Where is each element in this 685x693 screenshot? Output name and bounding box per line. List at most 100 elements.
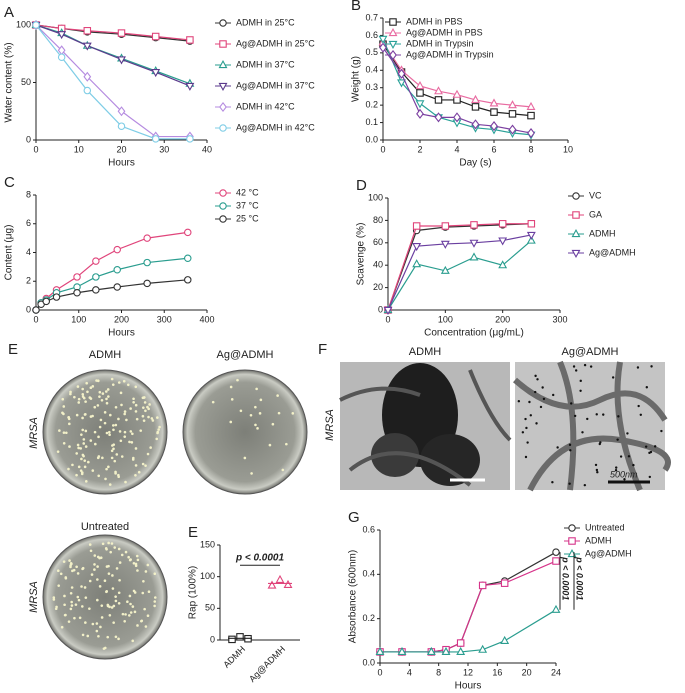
colony	[105, 590, 108, 594]
legend-marker	[219, 189, 227, 197]
colony	[73, 395, 76, 399]
colony	[129, 602, 132, 606]
nanoparticle	[644, 445, 648, 448]
colony	[140, 619, 144, 623]
y-tick-label: 0.3	[365, 82, 378, 92]
colony	[132, 561, 136, 565]
colony	[142, 419, 146, 422]
y-axis-label: Rap (100%)	[188, 566, 199, 619]
legend-label: ADMH in Trypsin	[406, 38, 474, 48]
marker	[478, 644, 488, 653]
x-tick-label: 8	[528, 144, 533, 154]
y-tick-label: 150	[200, 539, 215, 549]
colony	[77, 598, 81, 602]
marker	[416, 89, 424, 97]
y-tick-label: 0	[26, 134, 31, 144]
y-tick-label: 100	[200, 571, 215, 581]
colony	[62, 441, 66, 445]
legend-label: VC	[589, 190, 602, 200]
legend-marker	[572, 192, 580, 200]
colony	[89, 549, 93, 553]
colony	[141, 462, 145, 466]
annotation: p < 0.0001	[561, 556, 571, 600]
colony	[123, 435, 127, 438]
colony	[123, 619, 126, 623]
colony	[83, 459, 87, 462]
colony	[134, 464, 138, 467]
x-tick-label: 12	[463, 667, 473, 677]
marker	[489, 98, 499, 107]
y-tick-label: 100	[368, 192, 383, 202]
colony	[109, 413, 112, 417]
colony	[110, 542, 114, 545]
legend-marker	[218, 60, 228, 69]
colony	[135, 417, 139, 421]
colony	[113, 546, 117, 549]
legend-marker	[219, 40, 227, 48]
colony	[82, 442, 86, 445]
colony	[255, 387, 258, 391]
y-axis-label: Water content (%)	[4, 42, 15, 122]
colony	[77, 465, 81, 469]
colony	[101, 542, 105, 546]
nanoparticle	[528, 400, 531, 404]
marker	[228, 635, 236, 644]
nanoparticle	[637, 404, 640, 408]
colony	[86, 390, 89, 394]
panel-letter: C	[4, 174, 15, 191]
colony	[84, 400, 87, 403]
x-tick-label: 30	[159, 144, 169, 154]
colony	[137, 470, 141, 474]
colony	[67, 467, 70, 471]
nanoparticle	[541, 386, 544, 389]
x-tick-label: 0	[380, 144, 385, 154]
colony	[153, 600, 157, 603]
colony	[71, 569, 74, 573]
colony	[101, 392, 105, 395]
colony	[62, 405, 66, 408]
colony	[114, 472, 117, 475]
nanoparticle	[636, 366, 640, 369]
series-line	[35, 24, 191, 87]
colony	[103, 421, 107, 425]
x-axis-label: Concentration (μg/mL)	[424, 328, 524, 339]
colony	[80, 433, 83, 436]
nanoparticle	[534, 374, 537, 378]
panel-letter: E	[188, 524, 198, 541]
marker	[456, 646, 466, 656]
colony	[129, 407, 132, 410]
legend-marker	[218, 82, 228, 91]
marker	[412, 222, 421, 230]
colony	[236, 378, 239, 382]
marker	[32, 306, 40, 314]
colony	[144, 570, 148, 573]
colony	[100, 604, 104, 607]
marker	[73, 288, 81, 297]
nanoparticle	[596, 471, 599, 474]
colony	[98, 390, 102, 394]
colony	[82, 438, 86, 441]
colony	[285, 442, 288, 446]
colony	[94, 442, 97, 446]
plate	[42, 534, 168, 660]
colony	[141, 414, 145, 418]
colony	[276, 394, 279, 397]
y-tick-label: 0.7	[365, 12, 378, 22]
colony	[95, 629, 99, 633]
colony	[142, 406, 145, 409]
x-tick-label: 200	[114, 314, 129, 324]
plate-label: Ag@ADMH	[216, 349, 273, 361]
colony	[147, 590, 151, 594]
colony	[99, 625, 102, 629]
colony	[132, 397, 135, 401]
colony	[59, 572, 63, 576]
colony	[117, 381, 121, 384]
colony	[153, 596, 157, 599]
series-line	[35, 257, 188, 311]
nanoparticle	[653, 445, 657, 448]
colony	[144, 409, 147, 413]
tem-fiber	[513, 360, 671, 492]
colony	[91, 469, 95, 472]
colony	[62, 431, 66, 434]
marker	[490, 108, 498, 116]
